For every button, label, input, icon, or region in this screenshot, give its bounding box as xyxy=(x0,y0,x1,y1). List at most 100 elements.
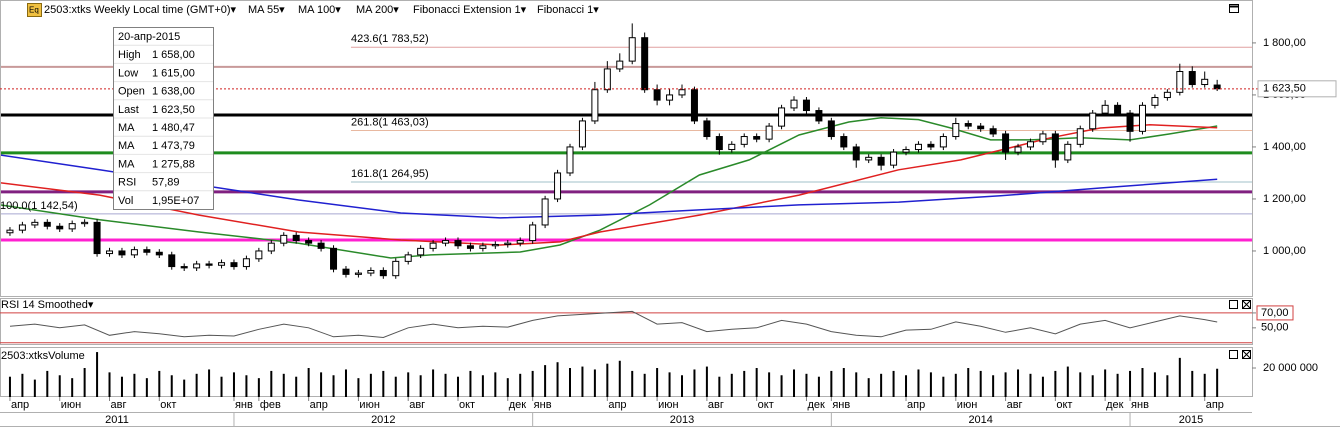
volume-title[interactable]: 2503:xtksVolume xyxy=(1,350,85,362)
year-label: 2012 xyxy=(371,414,395,426)
volume-bar xyxy=(1216,368,1219,397)
legend-entry[interactable]: Fibonacci 1▾ xyxy=(537,4,599,16)
chart-title[interactable]: 2503:xtks Weekly Local time (GMT+0)▾ xyxy=(44,4,237,16)
volume-bar xyxy=(768,372,771,397)
year-label: 2011 xyxy=(105,414,129,426)
x-tick-label: янв xyxy=(832,399,850,411)
volume-bar xyxy=(145,378,148,397)
candle-body xyxy=(392,260,400,277)
candle-body xyxy=(1002,133,1010,153)
volume-bar xyxy=(183,379,186,397)
candle-body xyxy=(305,240,313,244)
volume-bar xyxy=(681,375,684,397)
maximize-icon[interactable] xyxy=(1229,4,1239,13)
legend-entry[interactable]: MA 200▾ xyxy=(356,4,399,16)
volume-bar xyxy=(195,373,198,397)
volume-bar xyxy=(867,378,870,397)
ma-line xyxy=(1,124,1218,246)
candle-body xyxy=(1101,104,1109,114)
rsi-panel-frame xyxy=(0,298,1253,345)
volume-bar xyxy=(755,368,758,397)
candle-body xyxy=(118,250,126,256)
candle-body xyxy=(591,89,599,122)
info-label: MA xyxy=(118,140,135,152)
candle-body xyxy=(840,136,848,148)
volume-bar xyxy=(1017,369,1020,397)
candle-body xyxy=(56,225,64,230)
volume-bar xyxy=(307,368,310,397)
volume-bar xyxy=(519,373,522,397)
rsi-level-box xyxy=(1256,305,1294,321)
volume-bar xyxy=(656,368,659,397)
volume-bar xyxy=(320,372,323,397)
fibonacci-label: 100.0(1 142,54) xyxy=(0,200,78,212)
fibonacci-label: 161.8(1 264,95) xyxy=(351,168,429,180)
candle-body xyxy=(1039,133,1047,143)
volume-bar xyxy=(743,370,746,397)
x-tick-label: апр xyxy=(1206,399,1224,411)
volume-bar xyxy=(469,370,472,397)
volume-bar xyxy=(506,378,509,397)
candle-body xyxy=(815,110,823,122)
candle-body xyxy=(367,269,375,274)
candle-body xyxy=(317,242,325,249)
info-value: 1 638,00 xyxy=(152,86,195,98)
candle-body xyxy=(1126,112,1134,132)
y-tick-label: 70,00 xyxy=(1261,307,1289,319)
volume-bar xyxy=(606,363,609,397)
volume-bar xyxy=(83,368,86,397)
volume-bar xyxy=(170,375,173,397)
info-label: Vol xyxy=(118,195,133,207)
volume-bar xyxy=(942,376,945,397)
info-value: 1 658,00 xyxy=(152,49,195,61)
volume-bar xyxy=(780,375,783,397)
candle-body xyxy=(865,156,873,161)
eq-icon[interactable] xyxy=(27,3,42,17)
candle-body xyxy=(429,242,437,249)
candle-body xyxy=(802,99,810,112)
candle-body xyxy=(964,123,972,127)
volume-bar xyxy=(344,369,347,397)
candle-body xyxy=(379,269,387,277)
candle-body xyxy=(1163,91,1171,99)
x-tick-label: авг xyxy=(1007,399,1023,411)
x-tick-label: июн xyxy=(359,399,379,411)
legend-entry[interactable]: MA 100▾ xyxy=(298,4,341,16)
last-price-label: 1 623,50 xyxy=(1263,83,1306,95)
x-tick-label: апр xyxy=(907,399,925,411)
volume-bar xyxy=(46,370,49,397)
candle-body xyxy=(504,242,512,245)
info-value: 1 480,47 xyxy=(152,122,195,134)
maximize-icon[interactable] xyxy=(1229,350,1238,359)
volume-bar xyxy=(245,375,248,397)
candle-body xyxy=(541,198,549,226)
rsi-title[interactable]: RSI 14 Smoothed▾ xyxy=(1,299,94,311)
candle-body xyxy=(1064,143,1072,161)
legend-entry[interactable]: MA 55▾ xyxy=(248,4,285,16)
volume-bar xyxy=(1141,368,1144,397)
maximize-icon[interactable] xyxy=(1229,300,1238,309)
candle-body xyxy=(554,172,562,200)
volume-bar xyxy=(793,369,796,397)
candle-body xyxy=(827,120,835,138)
volume-bar xyxy=(158,370,161,397)
volume-bar xyxy=(270,370,273,397)
x-tick-label: апр xyxy=(608,399,626,411)
candle-body xyxy=(230,262,238,268)
legend-entry[interactable]: Fibonacci Extension 1▾ xyxy=(413,4,527,16)
candle-body xyxy=(180,266,188,269)
candle-body xyxy=(641,37,649,91)
volume-bar xyxy=(967,368,970,397)
volume-bar xyxy=(1166,375,1169,397)
candle-body xyxy=(715,136,723,151)
candle-body xyxy=(479,245,487,249)
volume-bar xyxy=(531,370,534,397)
y-tick-label: 1 000,00 xyxy=(1263,245,1306,257)
x-tick-label: окт xyxy=(160,399,176,411)
candle-body xyxy=(628,37,636,62)
volume-bar xyxy=(880,373,883,397)
x-tick-label: авг xyxy=(409,399,425,411)
volume-bar xyxy=(1116,373,1119,397)
year-label: 2015 xyxy=(1179,414,1203,426)
fibonacci-label: 261.8(1 463,03) xyxy=(351,116,429,128)
